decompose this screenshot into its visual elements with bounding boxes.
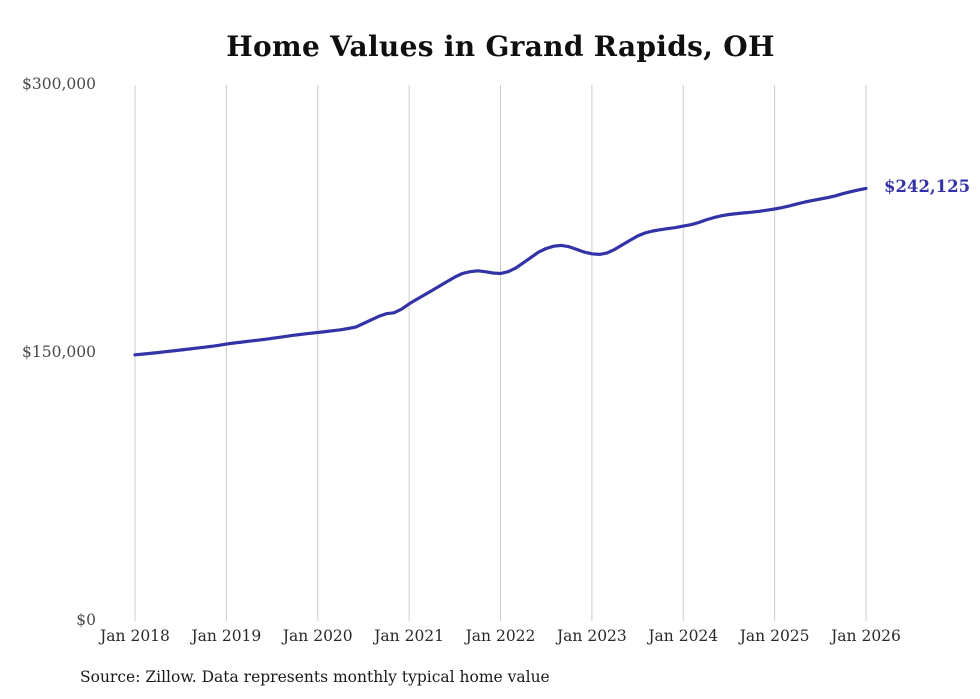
chart-title: Home Values in Grand Rapids, OH <box>226 30 775 63</box>
x-tick-label: Jan 2023 <box>556 627 627 645</box>
x-tick-label: Jan 2024 <box>648 627 719 645</box>
x-tick-label: Jan 2018 <box>100 627 170 645</box>
x-tick-label: Jan 2020 <box>282 627 353 645</box>
end-value-label: $242,125 <box>884 177 971 197</box>
value-line <box>133 186 868 357</box>
x-tick-label: Jan 2021 <box>374 627 445 645</box>
y-tick-label: $150,000 <box>22 343 96 361</box>
x-tick-label: Jan 2019 <box>191 627 262 645</box>
x-tick-label: Jan 2026 <box>831 627 901 645</box>
y-tick-label: $0 <box>76 611 96 629</box>
source-note: Source: Zillow. Data represents monthly … <box>80 668 550 686</box>
y-tick-label: $300,000 <box>22 75 96 93</box>
x-tick-label: Jan 2022 <box>465 627 536 645</box>
x-tick-label: Jan 2025 <box>739 627 810 645</box>
